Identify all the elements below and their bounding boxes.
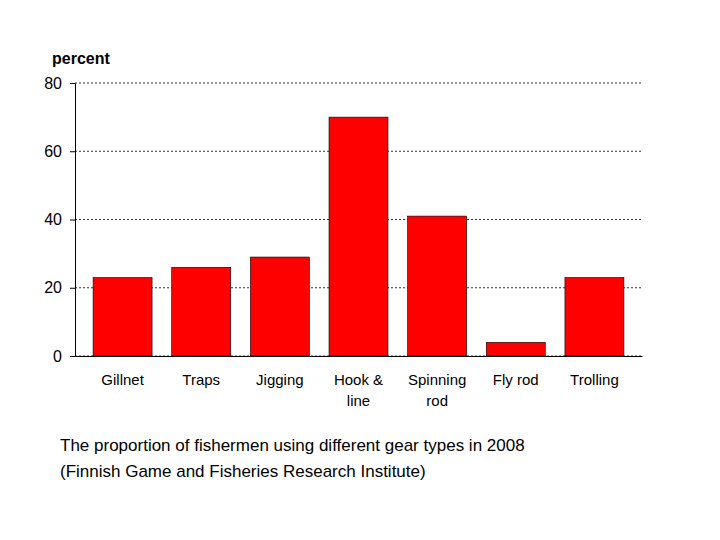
x-tick-label: Jigging <box>256 371 304 388</box>
x-tick-label: Spinning rod <box>408 371 466 409</box>
x-tick: Fly rod <box>493 356 539 388</box>
y-tick-mark <box>70 151 75 152</box>
bar <box>329 117 388 356</box>
bars <box>93 117 624 356</box>
x-tick: Traps <box>182 356 220 388</box>
y-tick-label: 0 <box>53 348 62 365</box>
y-tick-mark <box>70 220 75 221</box>
x-tick: Trolling <box>570 356 619 388</box>
y-tick: 0 <box>53 348 75 365</box>
grid <box>75 83 642 356</box>
bar <box>93 278 152 356</box>
x-tick-label-line: rod <box>426 392 448 409</box>
x-tick-label: Gillnet <box>101 371 144 388</box>
bar <box>565 278 624 356</box>
x-tick-label-line: Spinning <box>408 371 466 388</box>
bar <box>486 342 545 356</box>
y-tick-label: 80 <box>44 75 62 92</box>
y-tick: 40 <box>44 211 75 228</box>
y-tick: 80 <box>44 75 75 92</box>
grid-line <box>75 83 642 84</box>
caption-title: The proportion of fishermen using differ… <box>60 436 525 455</box>
x-tick-label-line: Hook & <box>334 371 383 388</box>
y-tick-label: 40 <box>44 211 62 228</box>
x-tick: Spinning rod <box>408 356 466 409</box>
x-tick-label: Fly rod <box>493 371 539 388</box>
y-axis-line <box>70 84 76 357</box>
y-tick-label: 60 <box>44 143 62 160</box>
bar <box>408 216 467 356</box>
y-tick-label: 20 <box>44 279 62 296</box>
x-tick: Jigging <box>256 356 304 388</box>
x-tick: Hook & line <box>334 356 383 409</box>
x-axis: Gillnet Traps Jigging Hook & line Spinning rod… <box>76 356 643 409</box>
y-axis-label: percent <box>52 50 110 67</box>
x-tick-label: Trolling <box>570 371 619 388</box>
chart: 0 20 40 60 80 Gillnet Traps Jigging Hook & line Sp… <box>0 0 720 540</box>
x-tick-label: Hook & line <box>334 371 383 409</box>
y-tick: 20 <box>44 279 75 296</box>
x-axis-line <box>76 356 643 357</box>
bar <box>250 257 309 356</box>
y-tick-mark <box>70 288 75 289</box>
y-tick-mark <box>70 83 75 84</box>
y-axis: 0 20 40 60 80 <box>44 75 75 365</box>
x-tick: Gillnet <box>101 356 144 388</box>
x-tick-label-line: line <box>347 392 370 409</box>
x-tick-label: Traps <box>182 371 220 388</box>
y-tick: 60 <box>44 143 75 160</box>
y-tick-mark <box>70 356 75 357</box>
bar <box>172 267 231 356</box>
caption-subtitle: (Finnish Game and Fisheries Research Ins… <box>60 462 426 481</box>
